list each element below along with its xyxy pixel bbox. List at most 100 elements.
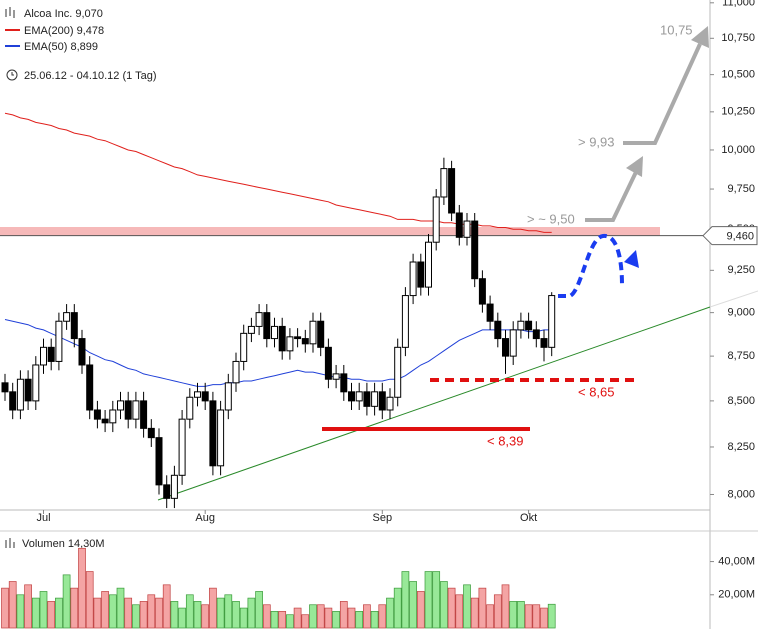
volume-bar: [547, 603, 556, 629]
candle-body: [471, 220, 479, 280]
price-box: [702, 226, 758, 246]
volume-bar: [332, 611, 340, 629]
candle-body: [286, 336, 294, 352]
y-tick-label: 10,750: [721, 32, 755, 44]
y-tick-label: 10,000: [721, 144, 755, 156]
volume-bar: [409, 581, 417, 629]
legend-value: 9,478: [77, 25, 105, 37]
annotation: < 8,39: [487, 433, 524, 448]
candle-body: [363, 391, 371, 407]
candle-body: [47, 346, 55, 362]
volume-bar: [463, 584, 471, 629]
y-tick-label: 9,000: [727, 307, 755, 319]
candle-body: [55, 320, 63, 362]
candle-body: [548, 295, 556, 348]
volume-bar: [24, 584, 32, 629]
candle-body: [117, 400, 124, 411]
volume-bar: [355, 611, 364, 629]
candle-body: [532, 329, 540, 340]
clock-icon: [11, 72, 14, 76]
candle-body: [155, 437, 163, 486]
legend-entry: EMA(50) 8,899: [24, 41, 98, 53]
candle-body: [140, 400, 148, 429]
volume-bar: [162, 584, 171, 629]
volume-icon: [5, 538, 15, 548]
candle-body: [409, 261, 417, 297]
candle-body: [247, 325, 255, 334]
candle-body: [40, 346, 47, 366]
volume-bar: [301, 614, 310, 629]
volume-bar: [286, 614, 294, 629]
candle-body: [301, 338, 309, 345]
volume-bar: [278, 611, 287, 629]
candle-body: [194, 391, 201, 398]
candle-body: [263, 312, 271, 340]
candle-body: [348, 391, 355, 402]
candle-body: [224, 382, 232, 411]
volume-bar: [116, 587, 125, 629]
volume-bar: [39, 591, 48, 629]
y-tick-label: 9,250: [727, 264, 755, 276]
trendline: [709, 290, 758, 308]
volume-bar: [324, 607, 333, 629]
candle-body: [355, 391, 363, 402]
volume-bar: [55, 597, 63, 629]
volume-bar: [262, 604, 271, 629]
volume-bar: [540, 607, 548, 629]
legend-value: 8,899: [70, 41, 98, 53]
legend-name: EMA(200): [24, 25, 74, 37]
scenario-arrow: [558, 234, 624, 298]
volume-bar: [455, 594, 464, 629]
volume-bar: [201, 604, 210, 629]
y-tick-label: 10,250: [721, 106, 755, 118]
candle-body: [332, 373, 340, 380]
volume-bar: [185, 594, 194, 629]
candle-body: [9, 391, 17, 411]
volume-bar: [124, 597, 133, 629]
clock-icon: [6, 69, 18, 81]
volume-bar: [509, 601, 518, 629]
y-tick-label: 8,500: [727, 395, 755, 407]
ema-line: [4, 319, 552, 387]
candle-body: [417, 261, 425, 288]
x-tick-label: Sep: [373, 512, 393, 524]
volume-bar: [31, 597, 40, 629]
trendline: [157, 306, 711, 501]
candle-body: [432, 196, 440, 243]
arrowhead: [624, 250, 639, 268]
candle-body: [255, 312, 263, 327]
candle-body: [324, 346, 332, 380]
candle-body: [378, 391, 386, 411]
volume-bar: [524, 604, 533, 629]
candle-body: [394, 346, 402, 398]
volume-header: Volumen 14,30M: [22, 538, 105, 550]
candle-body: [540, 338, 548, 348]
candle-body: [101, 418, 109, 424]
target-arrow: [623, 43, 702, 145]
volume-bar: [401, 571, 410, 629]
candle-body: [371, 391, 379, 407]
candle-body: [525, 320, 533, 331]
y-tick-label: 9,750: [727, 183, 755, 195]
volume-bar: [1, 587, 9, 629]
candle-body: [124, 400, 132, 420]
volume-bar: [178, 607, 186, 629]
candle-body: [209, 400, 217, 467]
volume-bar: [386, 597, 394, 629]
volume-bar: [216, 597, 225, 629]
candle-body: [401, 295, 409, 348]
candle-body: [294, 336, 302, 340]
volume-bar: [316, 604, 325, 629]
volume-bar: [70, 587, 79, 629]
volume-bar: [78, 547, 86, 629]
y-tick-label: 8,750: [727, 350, 755, 362]
candle-body: [178, 418, 186, 476]
volume-bar: [101, 591, 109, 629]
candle-body: [517, 320, 525, 331]
volume-bar: [247, 597, 256, 629]
x-tick-label: Jul: [36, 512, 50, 524]
candle-body: [63, 312, 71, 322]
header-title: Alcoa Inc. 9,070: [24, 8, 103, 20]
